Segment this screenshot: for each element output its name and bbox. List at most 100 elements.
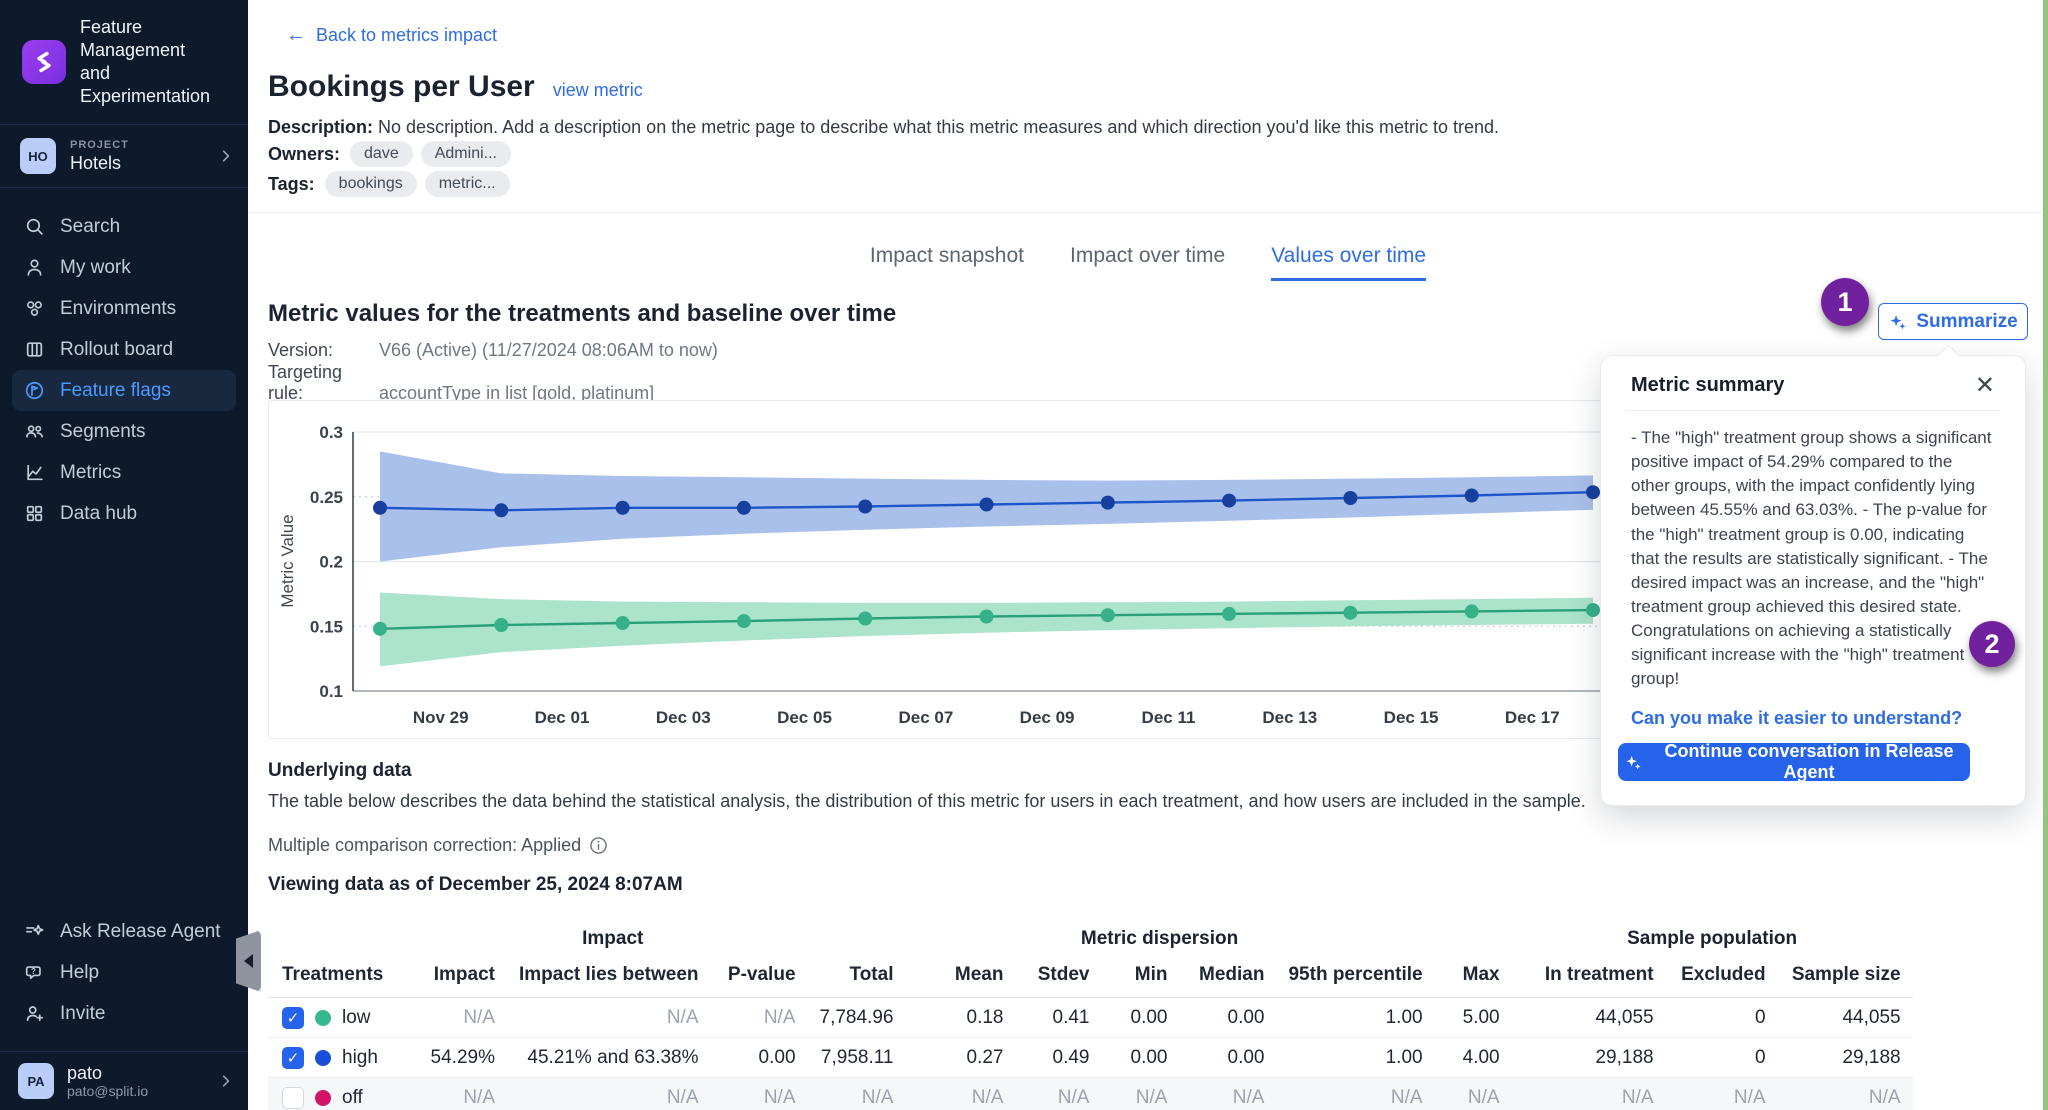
sidebar-item-search[interactable]: Search	[12, 206, 236, 247]
tag-pill[interactable]: metric...	[424, 171, 510, 197]
svg-text:Metric Value: Metric Value	[278, 514, 297, 607]
svg-text:Dec 11: Dec 11	[1142, 708, 1196, 727]
table-row-low: ✓ low N/A N/A N/A 7,784.96 0.18 0.41 0.00 0.00 1.0…	[268, 997, 1913, 1038]
column-header: Treatments	[268, 958, 418, 998]
sidebar-item-data-hub[interactable]: Data hub	[12, 493, 236, 534]
treatment-checkbox[interactable]: ✓	[282, 1006, 304, 1029]
sidebar-item-label: My work	[60, 256, 131, 278]
column-header: Impact lies between	[507, 958, 711, 998]
annotation-badge-1: 1	[1821, 278, 1869, 326]
project-switcher[interactable]: HO PROJECT Hotels	[0, 127, 248, 185]
version-row: Version: V66 (Active) (11/27/2024 08:06AM…	[268, 340, 718, 360]
tab-impact-snapshot[interactable]: Impact snapshot	[869, 244, 1024, 267]
owner-pill[interactable]: dave	[350, 141, 413, 167]
underlying-data-table: Impact Metric dispersion Sample population…	[268, 926, 1913, 1110]
metrics-icon	[24, 462, 45, 483]
table-cell: N/A	[1511, 1077, 1666, 1110]
popover-divider	[1625, 410, 2001, 411]
column-group-label: Sample population	[1627, 928, 1798, 949]
underlying-data-description: The table below describes the data behin…	[268, 791, 1586, 811]
user-email: pato@split.io	[67, 1083, 149, 1099]
main-content: ← Back to metrics impact Bookings per Us…	[248, 0, 2048, 1110]
svg-text:Dec 07: Dec 07	[898, 708, 953, 727]
column-group-label: Metric dispersion	[1080, 928, 1239, 949]
info-icon[interactable]	[589, 836, 608, 855]
sparkles-icon	[1624, 753, 1642, 771]
table-cell: 4.00	[1434, 1037, 1512, 1078]
metric-summary-popover: Metric summary ✕ - The "high" treatment …	[1600, 355, 2026, 807]
split-logo-icon	[22, 40, 66, 84]
table-row-off: off N/A N/A N/A N/A N/A N/A N/A N/A N/A N/A N/A N/A N…	[268, 1077, 1913, 1110]
tag-pill[interactable]: bookings	[324, 171, 417, 197]
summarize-button[interactable]: Summarize	[1878, 303, 2028, 340]
annotation-badge-2: 2	[1969, 621, 2015, 667]
sidebar-item-ask-agent[interactable]: Ask Release Agent	[12, 911, 236, 952]
table-cell: 0.00	[1101, 1037, 1180, 1078]
sidebar-item-metrics[interactable]: Metrics	[12, 452, 236, 493]
invite-icon	[24, 1003, 45, 1024]
view-metric-link[interactable]: view metric	[552, 80, 643, 100]
treatment-color-dot	[315, 1009, 331, 1026]
sidebar-item-help[interactable]: ? Help	[12, 952, 236, 993]
column-header: Max	[1434, 958, 1512, 998]
followup-question-link[interactable]: Can you make it easier to understand?	[1631, 708, 1963, 729]
sidebar-item-segments[interactable]: Segments	[12, 411, 236, 452]
treatment-label: high	[342, 1046, 378, 1068]
tab-values-over-time[interactable]: Values over time	[1271, 244, 1427, 281]
svg-text:0.15: 0.15	[310, 617, 343, 636]
viewing-data-timestamp: Viewing data as of December 25, 2024 8:0…	[268, 874, 683, 895]
svg-text:?: ?	[31, 967, 36, 976]
sidebar-item-feature-flags[interactable]: Feature flags	[12, 370, 236, 411]
continue-conversation-button[interactable]: Continue conversation in Release Agent	[1618, 741, 1970, 782]
sidebar-item-label: Feature flags	[60, 379, 171, 401]
project-badge: HO	[20, 138, 56, 174]
sidebar-item-my-work[interactable]: My work	[12, 247, 236, 288]
popover-title: Metric summary	[1631, 374, 1785, 396]
column-header: Impact	[418, 958, 507, 998]
column-header: Mean	[905, 958, 1016, 998]
treatment-checkbox[interactable]: ✓	[282, 1046, 304, 1069]
table-cell: N/A	[1179, 1077, 1277, 1110]
owner-pill[interactable]: Admini...	[420, 141, 511, 167]
sidebar-footer-nav: Ask Release Agent? Help Invite	[12, 911, 236, 1034]
ask-agent-icon	[24, 921, 45, 942]
table-cell: N/A	[1101, 1077, 1180, 1110]
brand-name: Feature Management and Experimentation	[80, 17, 211, 106]
sidebar-item-label: Rollout board	[60, 338, 174, 360]
column-header: Sample size	[1777, 958, 1913, 998]
svg-text:Dec 09: Dec 09	[1020, 708, 1075, 727]
chevron-right-icon	[218, 1073, 234, 1089]
collapse-arrow-icon	[244, 954, 253, 968]
treatment-color-dot	[315, 1089, 331, 1106]
table-cell: 0.00	[1179, 1037, 1277, 1078]
correction-row: Multiple comparison correction: Applied	[268, 835, 608, 856]
close-icon[interactable]: ✕	[1974, 371, 1995, 399]
sidebar-collapse-handle[interactable]	[236, 930, 261, 992]
user-menu[interactable]: PA pato pato@split.io	[0, 1051, 248, 1110]
treatment-checkbox[interactable]	[282, 1086, 304, 1109]
sidebar-divider	[0, 124, 248, 125]
svg-text:Dec 13: Dec 13	[1262, 708, 1317, 727]
tab-impact-over-time[interactable]: Impact over time	[1070, 244, 1226, 267]
table-cell: 44,055	[1777, 997, 1913, 1038]
sidebar-item-environments[interactable]: Environments	[12, 288, 236, 329]
sparkles-icon	[1888, 312, 1907, 331]
table-cell: 1.00	[1276, 997, 1435, 1038]
table-row-high: ✓ high 54.29% 45.21% and 63.38% 0.00 7,958.11…	[268, 1037, 1913, 1078]
table-cell: 0.27	[905, 1037, 1016, 1078]
svg-text:Dec 17: Dec 17	[1505, 708, 1560, 727]
header-divider	[248, 212, 2048, 213]
column-header: Min	[1101, 958, 1180, 998]
table-cell: 0	[1665, 997, 1778, 1038]
table-cell: N/A	[507, 997, 711, 1038]
table-cell: N/A	[1665, 1077, 1778, 1110]
environments-icon	[24, 298, 45, 319]
treatment-label: off	[342, 1086, 363, 1108]
column-header: In treatment	[1511, 958, 1666, 998]
sidebar-item-invite[interactable]: Invite	[12, 993, 236, 1034]
sidebar-item-rollout-board[interactable]: Rollout board	[12, 329, 236, 370]
brand: Feature Management and Experimentation	[0, 0, 248, 122]
back-link[interactable]: ← Back to metrics impact	[286, 24, 498, 46]
table-cell: 0.18	[905, 997, 1016, 1038]
